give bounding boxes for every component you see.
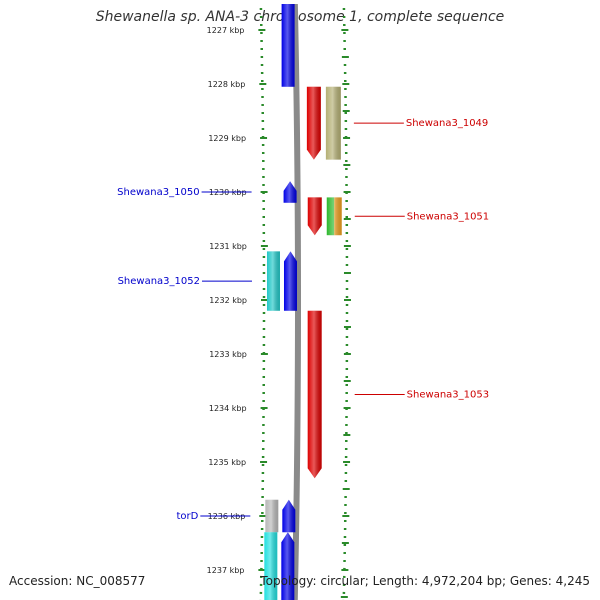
feature-shading <box>282 499 296 533</box>
ruler-tick-label: 1234 kbp <box>209 404 247 413</box>
chromosome-backbone <box>291 0 302 600</box>
feature-0-gene-arrow <box>281 0 295 87</box>
feature-shading <box>283 251 297 311</box>
feature-11-gene-arrow <box>281 532 295 600</box>
shewana3_1049-gene-arrow <box>306 86 321 160</box>
ruler-tick-label: 1231 kbp <box>209 242 247 251</box>
ruler-tick-label: 1228 kbp <box>208 80 246 89</box>
feature-shading <box>307 197 322 236</box>
ruler-tick-label: 1235 kbp <box>208 458 246 467</box>
tord-gene-arrow <box>282 499 296 533</box>
feature-5-gene-arrow <box>326 197 342 236</box>
shewana3_1050-gene-arrow <box>283 181 297 203</box>
gene-label-shewana3_1052: Shewana3_1052 <box>118 276 200 287</box>
feature-2-gene-arrow <box>325 86 341 160</box>
ruler-tick-label: 1232 kbp <box>209 296 247 305</box>
feature-7-gene-arrow <box>266 251 280 311</box>
gene-label-shewana3_1053: Shewana3_1053 <box>407 390 489 401</box>
ruler-tick-label: 1229 kbp <box>208 134 246 143</box>
gene-label-shewana3_1051: Shewana3_1051 <box>407 211 489 222</box>
genome-summary: Topology: circular; Length: 4,972,204 bp… <box>260 574 590 588</box>
accession-label: Accession: NC_008577 <box>9 574 146 588</box>
feature-labels: Shewana3_1049 Shewana3_1050 Shewana3_1051 S… <box>117 118 489 522</box>
feature-shading <box>264 532 278 600</box>
top-edge-mask <box>0 0 600 4</box>
ruler-tick-label: 1233 kbp <box>209 350 247 359</box>
ruler-tick-label: 1227 kbp <box>207 26 245 35</box>
feature-shading <box>283 181 297 203</box>
feature-shading <box>281 532 295 600</box>
gene-label-shewana3_1050: Shewana3_1050 <box>117 187 199 198</box>
ruler-tick-label: 1237 kbp <box>207 566 245 575</box>
feature-shading <box>325 86 341 160</box>
feature-shading <box>265 499 279 533</box>
gene-label-tord: torD <box>176 511 198 522</box>
gene-label-shewana3_1049: Shewana3_1049 <box>406 118 488 129</box>
feature-layer <box>264 0 342 600</box>
feature-shading <box>306 86 321 160</box>
feature-12-gene-arrow <box>264 532 278 600</box>
map-title: Shewanella sp. ANA-3 chromosome 1, compl… <box>95 9 505 25</box>
feature-shading <box>307 310 322 479</box>
feature-shading <box>266 251 280 311</box>
feature-shading <box>326 197 342 236</box>
shewana3_1051-gene-arrow <box>307 197 322 236</box>
feature-shading <box>281 0 295 87</box>
shewana3_1053-gene-arrow <box>307 310 322 479</box>
shewana3_1052-gene-arrow <box>283 251 297 311</box>
feature-10-gene-arrow <box>265 499 279 533</box>
